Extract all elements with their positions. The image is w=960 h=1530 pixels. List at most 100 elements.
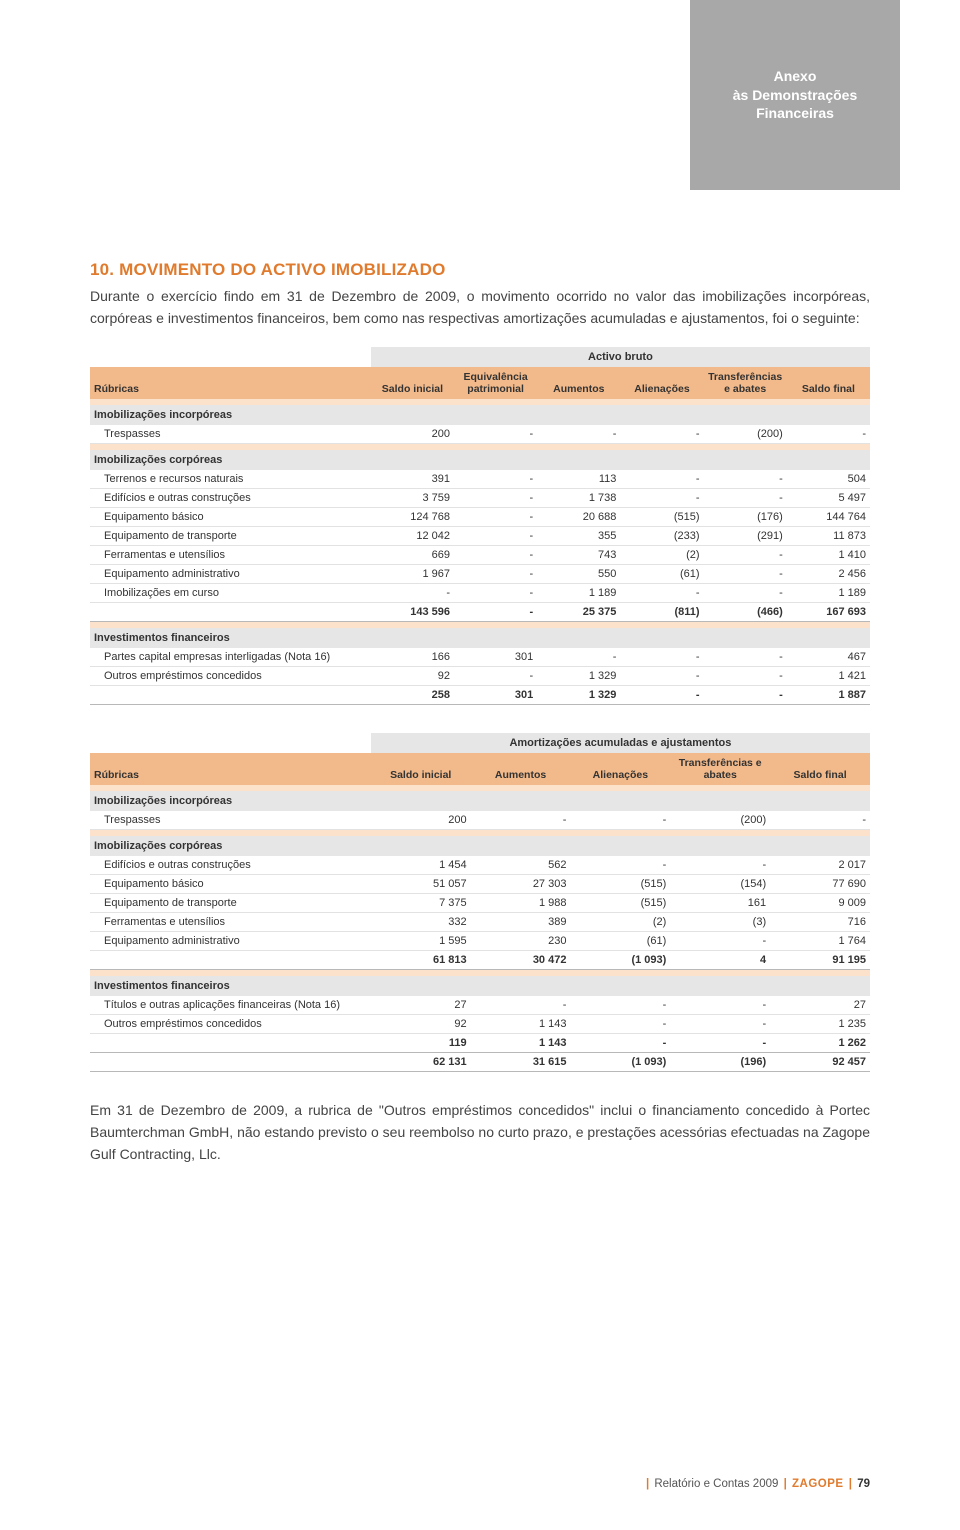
table-row: Equipamento administrativo1 967-550(61)-… xyxy=(90,565,870,584)
t1-col-2: Equivalência patrimonial xyxy=(454,367,537,399)
row-value: - xyxy=(570,856,670,875)
row-value: (3) xyxy=(670,913,770,932)
table-row: Outros empréstimos concedidos92-1 329--1… xyxy=(90,667,870,686)
subtotal-value: 30 472 xyxy=(471,951,571,970)
row-value: 200 xyxy=(371,811,471,830)
subtotal-value: (1 093) xyxy=(570,951,670,970)
row-value: (61) xyxy=(620,565,703,584)
row-value: 9 009 xyxy=(770,894,870,913)
table-row: Terrenos e recursos naturais391-113--504 xyxy=(90,470,870,489)
row-label: Equipamento administrativo xyxy=(90,932,371,951)
subtotal-label xyxy=(90,1034,371,1053)
t2-col-4: Transferências e abates xyxy=(670,753,770,785)
table-group-header: Imobilizações corpóreas xyxy=(90,450,870,470)
row-label: Ferramentas e utensílios xyxy=(90,913,371,932)
row-value: - xyxy=(704,648,787,667)
subtotal-value: 167 693 xyxy=(787,603,870,622)
row-value: (291) xyxy=(704,527,787,546)
row-value: 166 xyxy=(371,648,454,667)
row-value: 332 xyxy=(371,913,471,932)
subtotal-value: 61 813 xyxy=(371,951,471,970)
footer-bar-icon: | xyxy=(849,1478,852,1490)
t1-col-4: Alienações xyxy=(620,367,703,399)
page-footer: | Relatório e Contas 2009 | ZAGOPE | 79 xyxy=(644,1478,870,1490)
row-value: - xyxy=(787,425,870,444)
row-value: 2 456 xyxy=(787,565,870,584)
t1-banner: Activo bruto xyxy=(371,347,870,367)
row-value: - xyxy=(620,584,703,603)
row-value: 92 xyxy=(371,1015,471,1034)
group-title: Investimentos financeiros xyxy=(90,628,870,648)
header-line-1: Anexo xyxy=(774,67,817,86)
row-value: 1 143 xyxy=(471,1015,571,1034)
row-value: 504 xyxy=(787,470,870,489)
amortizacoes-table: Amortizações acumuladas e ajustamentos R… xyxy=(90,733,870,1072)
row-value: 467 xyxy=(787,648,870,667)
t1-col-0: Rúbricas xyxy=(90,367,371,399)
t2-col-3: Alienações xyxy=(570,753,670,785)
row-value: 1 454 xyxy=(371,856,471,875)
row-value: - xyxy=(620,470,703,489)
subtotal-label xyxy=(90,603,371,622)
grandtotal-value: 62 131 xyxy=(371,1053,471,1072)
row-value: - xyxy=(670,996,770,1015)
row-value: 1 410 xyxy=(787,546,870,565)
row-value: - xyxy=(570,1015,670,1034)
table-row: Ferramentas e utensílios669-743(2)-1 410 xyxy=(90,546,870,565)
subtotal-value: (811) xyxy=(620,603,703,622)
row-value: 550 xyxy=(537,565,620,584)
section-title: 10. MOVIMENTO DO ACTIVO IMOBILIZADO xyxy=(90,260,870,280)
row-value: - xyxy=(620,425,703,444)
row-value: (515) xyxy=(570,875,670,894)
row-label: Ferramentas e utensílios xyxy=(90,546,371,565)
row-value: (233) xyxy=(620,527,703,546)
table-row: Ferramentas e utensílios332389(2)(3)716 xyxy=(90,913,870,932)
grandtotal-value: 31 615 xyxy=(471,1053,571,1072)
subtotal-value: 1 143 xyxy=(471,1034,571,1053)
subtotal-value: (466) xyxy=(704,603,787,622)
t2-col-2: Aumentos xyxy=(471,753,571,785)
row-value: 1 967 xyxy=(371,565,454,584)
row-value: 92 xyxy=(371,667,454,686)
row-value: 1 421 xyxy=(787,667,870,686)
row-value: - xyxy=(454,508,537,527)
footer-page: 79 xyxy=(857,1478,870,1490)
t2-col-0: Rúbricas xyxy=(90,753,371,785)
group-title: Imobilizações incorpóreas xyxy=(90,405,870,425)
row-label: Equipamento básico xyxy=(90,508,371,527)
t1-col-1: Saldo inicial xyxy=(371,367,454,399)
row-value: - xyxy=(704,470,787,489)
table-group-header: Imobilizações corpóreas xyxy=(90,836,870,856)
row-value: 161 xyxy=(670,894,770,913)
row-value: - xyxy=(570,996,670,1015)
row-value: 1 189 xyxy=(787,584,870,603)
row-value: - xyxy=(570,811,670,830)
row-value: - xyxy=(537,425,620,444)
row-value: - xyxy=(471,996,571,1015)
row-value: - xyxy=(537,648,620,667)
table-group-header: Imobilizações incorpóreas xyxy=(90,791,870,811)
grandtotal-label xyxy=(90,1053,371,1072)
row-value: 2 017 xyxy=(770,856,870,875)
group-title: Investimentos financeiros xyxy=(90,976,870,996)
row-value: - xyxy=(454,489,537,508)
subtotal-value: 258 xyxy=(371,686,454,705)
footer-bar-icon: | xyxy=(646,1478,649,1490)
row-value: - xyxy=(454,470,537,489)
row-value: - xyxy=(371,584,454,603)
table-group-header: Investimentos financeiros xyxy=(90,628,870,648)
group-title: Imobilizações corpóreas xyxy=(90,450,870,470)
row-value: 5 497 xyxy=(787,489,870,508)
row-value: 113 xyxy=(537,470,620,489)
subtotal-value: 1 329 xyxy=(537,686,620,705)
row-label: Trespasses xyxy=(90,425,371,444)
row-value: 230 xyxy=(471,932,571,951)
subtotal-value: - xyxy=(670,1034,770,1053)
row-value: 77 690 xyxy=(770,875,870,894)
t2-banner: Amortizações acumuladas e ajustamentos xyxy=(371,733,870,753)
subtotal-value: 143 596 xyxy=(371,603,454,622)
row-value: 1 595 xyxy=(371,932,471,951)
table-row: Equipamento administrativo1 595230(61)-1… xyxy=(90,932,870,951)
row-label: Outros empréstimos concedidos xyxy=(90,667,371,686)
row-value: - xyxy=(620,489,703,508)
